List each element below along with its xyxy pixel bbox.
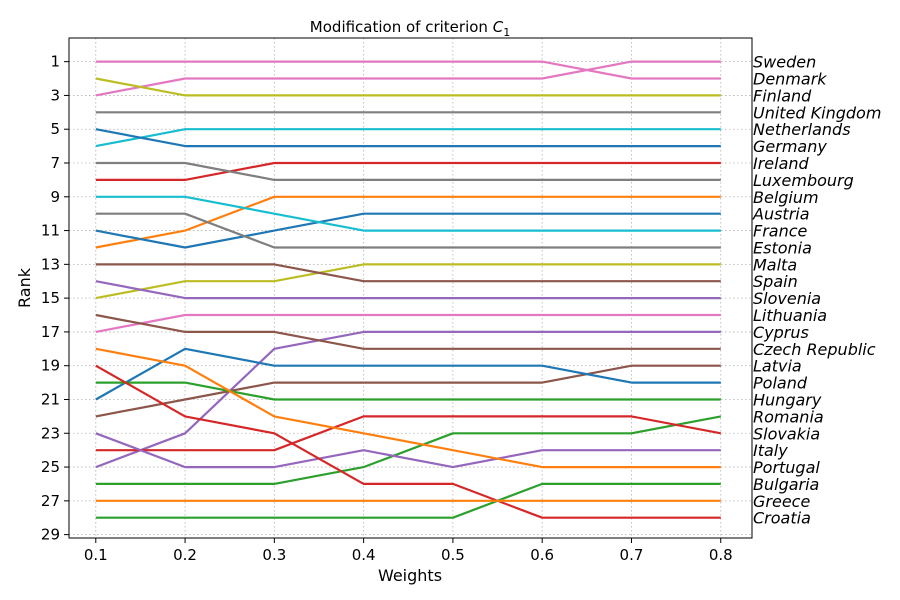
x-tick-label: 0.5	[441, 546, 465, 564]
series-line	[95, 432, 721, 469]
country-label: France	[753, 222, 808, 241]
country-label: Ireland	[753, 154, 810, 173]
series-line	[95, 263, 721, 283]
series-line	[95, 60, 721, 97]
country-label: Romania	[753, 407, 824, 426]
y-tick-label: 27	[41, 492, 60, 510]
series-line	[95, 263, 721, 300]
y-tick-label: 11	[41, 222, 60, 240]
series-line	[95, 415, 722, 485]
y-tick-label: 1	[50, 53, 60, 71]
country-label: Hungary	[753, 390, 822, 409]
country-label: Denmark	[753, 70, 827, 89]
series-line	[95, 212, 721, 249]
series-line	[95, 212, 721, 249]
series-line	[95, 347, 721, 401]
country-label: Slovenia	[753, 289, 821, 308]
country-label: Spain	[753, 272, 798, 291]
country-label: Czech Republic	[753, 340, 876, 359]
series-line	[95, 347, 721, 469]
y-tick-label: 23	[41, 424, 60, 442]
country-label: Malta	[753, 255, 797, 274]
x-tick-label: 0.1	[84, 546, 108, 564]
series-line	[95, 60, 721, 80]
country-label: United Kingdom	[753, 103, 881, 122]
country-label: Latvia	[753, 357, 802, 376]
y-tick-label: 15	[41, 289, 60, 307]
series-line	[95, 313, 721, 350]
series-line	[95, 128, 721, 148]
x-tick-label: 0.8	[709, 546, 733, 564]
country-label: Belgium	[753, 188, 819, 207]
series-line	[95, 415, 722, 452]
series-line	[95, 313, 721, 333]
series-line	[95, 280, 721, 300]
country-label: Cyprus	[753, 323, 809, 342]
x-axis-label: Weights	[378, 566, 442, 585]
country-label: Luxembourg	[753, 171, 854, 190]
y-tick-label: 9	[50, 188, 60, 206]
country-label: Austria	[752, 205, 810, 224]
country-label: Croatia	[753, 509, 811, 528]
y-tick-label: 5	[50, 120, 60, 138]
country-label: Italy	[753, 441, 788, 460]
country-label: Netherlands	[753, 120, 851, 139]
title-subscript: 1	[503, 26, 510, 39]
country-label: Sweden	[753, 53, 816, 72]
y-tick-label: 19	[41, 357, 60, 375]
y-tick-label: 7	[50, 154, 60, 172]
country-label: Poland	[753, 374, 808, 393]
x-tick-label: 0.4	[352, 546, 376, 564]
series-line	[95, 364, 721, 519]
series-line	[95, 195, 721, 232]
title-symbol: C	[493, 18, 504, 36]
country-label: Germany	[753, 137, 827, 156]
y-tick-label: 3	[50, 86, 60, 104]
y-tick-label: 29	[41, 526, 60, 544]
series-line	[95, 77, 721, 97]
x-tick-label: 0.2	[173, 546, 197, 564]
x-ticks: 0.1 0.2 0.3 0.4 0.5 0.6 0.7 0.8	[84, 538, 733, 564]
series-lines	[95, 60, 722, 519]
series-line	[95, 195, 721, 249]
chart-title: Modification of criterion C1	[310, 18, 510, 39]
x-tick-label: 0.3	[262, 546, 286, 564]
y-tick-label: 25	[41, 458, 60, 476]
series-line	[95, 161, 721, 181]
y-tick-label: 13	[41, 255, 60, 273]
country-label: Greece	[753, 492, 810, 511]
series-line	[95, 381, 721, 401]
plot-frame	[68, 37, 753, 539]
y-axis-label: Rank	[15, 267, 34, 308]
country-label: Slovakia	[753, 424, 820, 443]
title-text: Modification of criterion	[310, 18, 493, 36]
country-label: Estonia	[753, 238, 812, 257]
y-tick-label: 17	[41, 323, 60, 341]
y-tick-label: 21	[41, 390, 60, 408]
series-line	[95, 161, 721, 181]
series-line	[95, 482, 721, 519]
series-line	[95, 128, 721, 148]
country-label: Lithuania	[753, 306, 827, 325]
country-label: Bulgaria	[753, 475, 819, 494]
x-tick-label: 0.6	[530, 546, 554, 564]
series-line	[95, 364, 721, 418]
x-tick-label: 0.7	[620, 546, 644, 564]
country-label: Portugal	[753, 458, 820, 477]
country-label: Finland	[753, 86, 812, 105]
